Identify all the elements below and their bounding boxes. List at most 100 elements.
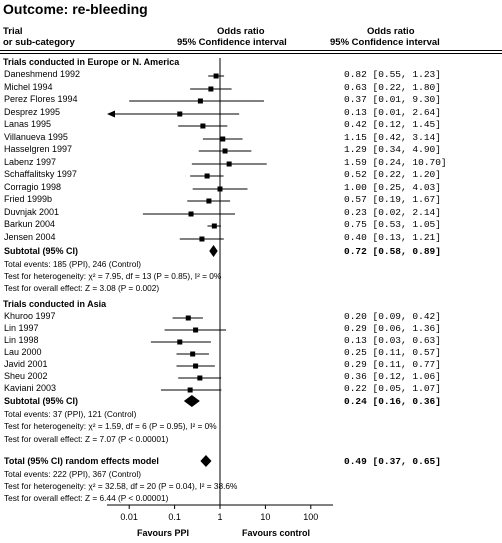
header-ci-plot: 95% Confidence interval: [177, 37, 287, 48]
study-point: [211, 223, 217, 229]
study-name: Sheu 2002: [4, 371, 48, 381]
header-ci-values: 95% Confidence interval: [330, 37, 440, 48]
heterogeneity-test: Test for heterogeneity: χ² = 32.58, df =…: [4, 481, 238, 491]
study-name: Jensen 2004: [4, 232, 56, 242]
study-ci-value: 1.00 [0.25, 4.03]: [344, 182, 441, 193]
heterogeneity-test: Test for heterogeneity: χ² = 7.95, df = …: [4, 271, 222, 281]
header-trial: Trial: [3, 26, 23, 37]
total-events: Total events: 37 (PPI), 121 (Control): [4, 409, 137, 419]
study-point: [197, 375, 203, 381]
study-point: [187, 387, 193, 393]
study-name: Lin 1997: [4, 323, 39, 333]
study-ci-value: 0.23 [0.02, 2.14]: [344, 207, 441, 218]
study-point: [177, 339, 183, 345]
study-name: Hasselgren 1997: [4, 144, 73, 154]
study-ci-value: 0.37 [0.01, 9.30]: [344, 94, 441, 105]
study-name: Fried 1999b: [4, 194, 53, 204]
study-name: Kaviani 2003: [4, 383, 57, 393]
study-ci-value: 1.15 [0.42, 3.14]: [344, 132, 441, 143]
overall-effect-test: Test for overall effect: Z = 3.08 (P = 0…: [4, 283, 160, 293]
study-ci-value: 0.29 [0.06, 1.36]: [344, 323, 441, 334]
subtotal-label: Subtotal (95% CI): [4, 396, 79, 406]
header-subcategory: or sub-category: [3, 37, 75, 48]
subtotal-label: Subtotal (95% CI): [4, 246, 79, 256]
study-ci-value: 0.42 [0.12, 1.45]: [344, 119, 441, 130]
study-name: Labenz 1997: [4, 157, 57, 167]
study-name: Lanas 1995: [4, 119, 52, 129]
study-ci-value: 0.13 [0.01, 2.64]: [344, 107, 441, 118]
x-tick-label: 1: [217, 512, 223, 522]
overall-effect-test: Test for overall effect: Z = 6.44 (P < 0…: [4, 493, 169, 503]
header-divider-top: [0, 50, 502, 51]
study-point: [226, 161, 232, 167]
study-ci-value: 0.52 [0.22, 1.20]: [344, 169, 441, 180]
study-ci-value: 0.40 [0.13, 1.21]: [344, 232, 441, 243]
study-point: [206, 198, 212, 204]
study-point: [204, 173, 210, 179]
study-point: [208, 86, 214, 92]
study-name: Daneshmend 1992: [4, 69, 81, 79]
study-ci-value: 0.57 [0.19, 1.67]: [344, 194, 441, 205]
study-ci-value: 0.63 [0.22, 1.80]: [344, 82, 441, 93]
favours-ppi-label: Favours PPI: [137, 528, 190, 538]
study-ci-value: 1.29 [0.34, 4.90]: [344, 144, 441, 155]
study-ci-value: 0.75 [0.53, 1.05]: [344, 219, 441, 230]
study-point: [185, 315, 191, 321]
study-name: Duvnjak 2001: [4, 207, 60, 217]
study-point: [193, 363, 199, 369]
study-name: Schaffalitsky 1997: [4, 169, 77, 179]
study-ci-value: 0.29 [0.11, 0.77]: [344, 359, 441, 370]
group-title: Trials conducted in Europe or N. America: [3, 57, 180, 67]
study-name: Lau 2000: [4, 347, 42, 357]
study-ci-value: 0.13 [0.03, 0.63]: [344, 335, 441, 346]
study-name: Villanueva 1995: [4, 132, 68, 142]
study-name: Khuroo 1997: [4, 311, 56, 321]
study-point: [220, 136, 226, 142]
study-point: [193, 327, 199, 333]
group-title: Trials conducted in Asia: [3, 299, 107, 309]
study-point: [177, 111, 183, 117]
favours-control-label: Favours control: [242, 528, 311, 538]
heterogeneity-test: Test for heterogeneity: χ² = 1.59, df = …: [4, 421, 217, 431]
study-ci-value: 0.20 [0.09, 0.42]: [344, 311, 441, 322]
total-events: Total events: 222 (PPI), 367 (Control): [4, 469, 141, 479]
chart-title: Outcome: re-bleeding: [3, 1, 148, 17]
total-ci-value: 0.49 [0.37, 0.65]: [344, 456, 441, 467]
study-name: Corragio 1998: [4, 182, 62, 192]
subtotal-diamond: [183, 395, 200, 407]
study-ci-value: 0.22 [0.05, 1.07]: [344, 383, 441, 394]
total-diamond: [200, 455, 212, 467]
subtotal-ci-value: 0.72 [0.58, 0.89]: [344, 246, 441, 257]
study-name: Michel 1994: [4, 82, 53, 92]
study-point: [222, 148, 228, 154]
study-name: Lin 1998: [4, 335, 39, 345]
subtotal-diamond: [209, 245, 218, 257]
study-ci-value: 0.36 [0.12, 1.06]: [344, 371, 441, 382]
study-name: Javid 2001: [4, 359, 48, 369]
overall-effect-test: Test for overall effect: Z = 7.07 (P < 0…: [4, 434, 169, 444]
ci-arrow-left: [107, 110, 115, 118]
study-ci-value: 0.82 [0.55, 1.23]: [344, 69, 441, 80]
study-point: [197, 98, 203, 104]
study-point: [200, 123, 206, 129]
x-tick-label: 0.1: [168, 512, 181, 522]
study-ci-value: 1.59 [0.24, 10.70]: [344, 157, 447, 168]
study-point: [213, 73, 219, 79]
x-tick-label: 10: [260, 512, 271, 522]
subtotal-ci-value: 0.24 [0.16, 0.36]: [344, 396, 441, 407]
x-tick-label: 100: [303, 512, 319, 522]
study-name: Desprez 1995: [4, 107, 61, 117]
x-tick-label: 0.01: [120, 512, 138, 522]
total-label: Total (95% CI) random effects model: [4, 456, 159, 466]
header-or-plot: Odds ratio: [217, 26, 265, 37]
study-point: [188, 211, 194, 217]
study-point: [199, 236, 205, 242]
total-events: Total events: 185 (PPI), 246 (Control): [4, 259, 141, 269]
study-point: [190, 351, 196, 357]
study-ci-value: 0.25 [0.11, 0.57]: [344, 347, 441, 358]
study-name: Barkun 2004: [4, 219, 56, 229]
header-divider-bottom: [0, 53, 502, 54]
header-or-values: Odds ratio: [367, 26, 415, 37]
study-name: Perez Flores 1994: [4, 94, 78, 104]
